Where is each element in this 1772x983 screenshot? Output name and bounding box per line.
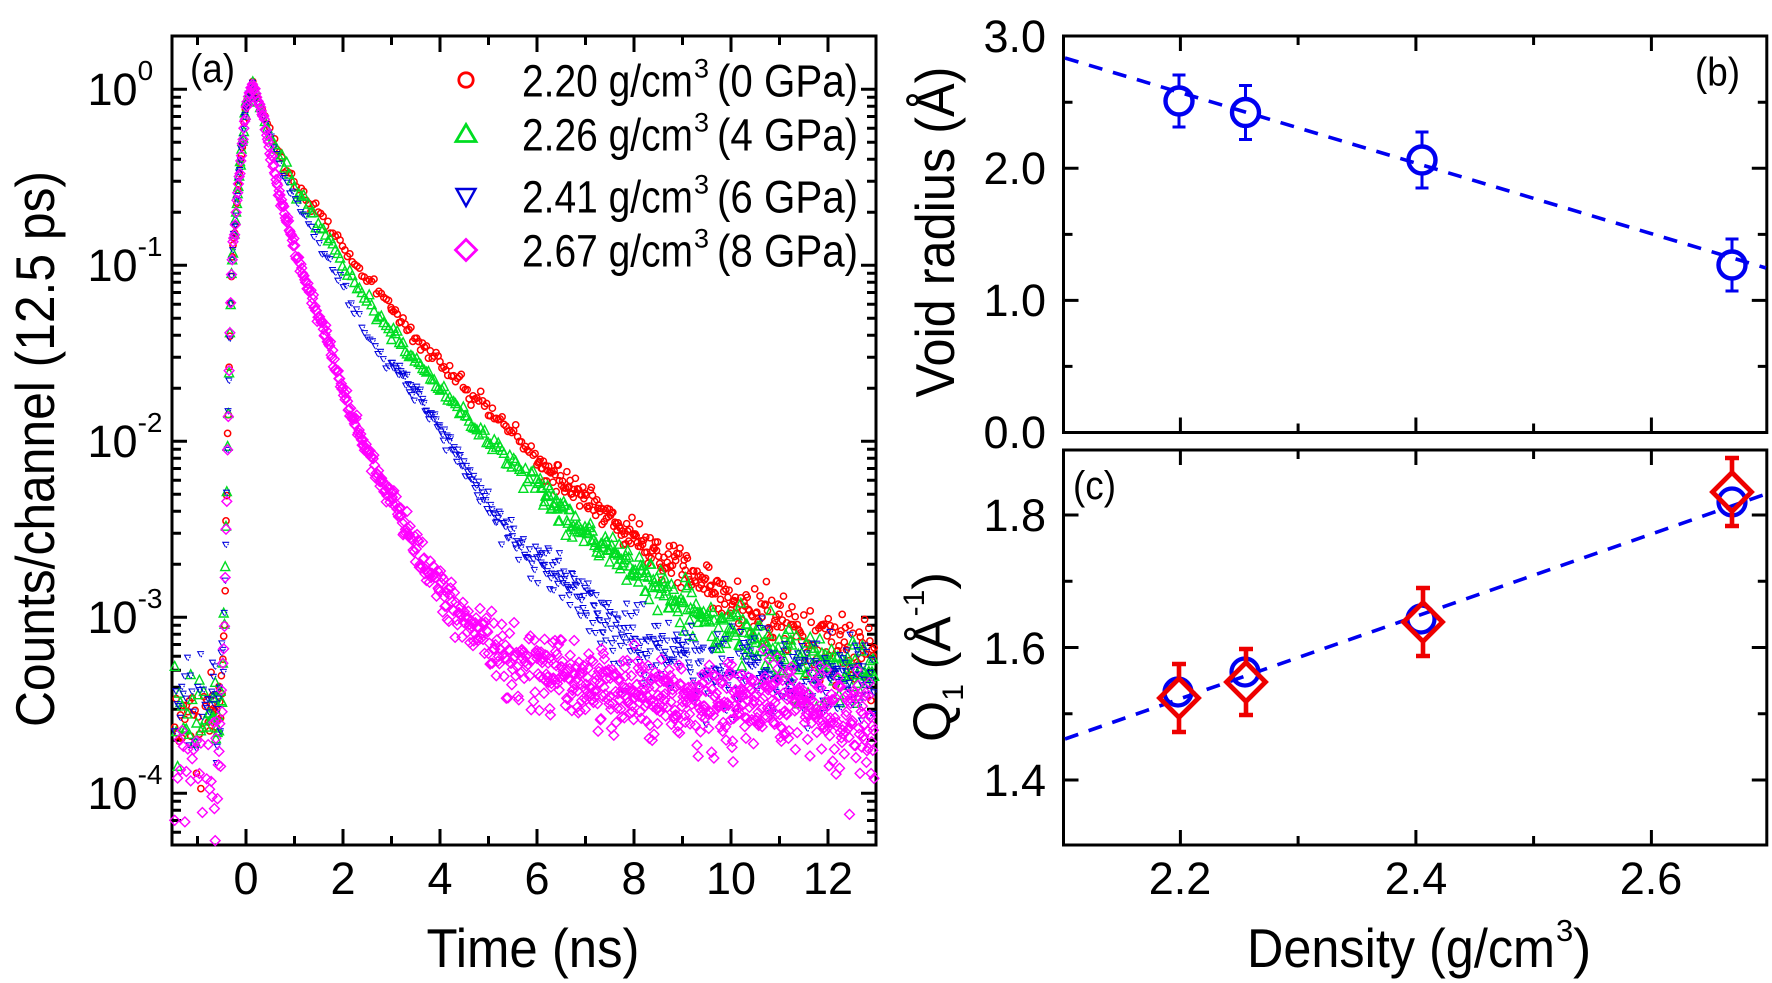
svg-text:Void radius (Å): Void radius (Å) [904,67,966,398]
svg-text:3: 3 [1556,913,1573,948]
svg-text:(a): (a) [190,47,235,91]
svg-text:1.6: 1.6 [983,623,1046,674]
svg-text:2.2: 2.2 [1149,853,1212,904]
svg-text:0: 0 [233,853,258,904]
svg-text:6: 6 [524,853,549,904]
svg-text:12: 12 [803,853,853,904]
svg-text:2.26 g/cm: 2.26 g/cm [522,109,693,160]
svg-text:4: 4 [427,853,452,904]
svg-text:8: 8 [621,853,646,904]
svg-text:): ) [1573,917,1591,979]
svg-text:3: 3 [694,169,709,199]
svg-text:2.41 g/cm: 2.41 g/cm [522,171,693,222]
svg-text:Density (g/cm: Density (g/cm [1247,917,1555,979]
svg-text:(0 GPa): (0 GPa) [717,55,858,106]
svg-text:2.20 g/cm: 2.20 g/cm [522,55,693,106]
svg-text:Time (ns): Time (ns) [427,917,640,979]
svg-text:(6 GPa): (6 GPa) [717,171,858,222]
svg-text:10: 10 [706,853,756,904]
svg-text:(b): (b) [1695,51,1740,95]
svg-text:10-3: 10-3 [88,583,163,643]
svg-text:3: 3 [694,223,709,253]
svg-text:3.0: 3.0 [983,11,1046,62]
svg-text:1.0: 1.0 [983,275,1046,326]
svg-text:10-1: 10-1 [88,231,163,291]
svg-text:1.8: 1.8 [983,490,1046,541]
svg-text:(4 GPa): (4 GPa) [717,109,858,160]
svg-text:Counts/channel (12.5 ps): Counts/channel (12.5 ps) [4,171,66,727]
svg-text:(c): (c) [1073,464,1116,508]
svg-text:1.4: 1.4 [983,755,1046,806]
svg-text:2: 2 [330,853,355,904]
svg-text:3: 3 [694,107,709,137]
svg-text:0.0: 0.0 [983,407,1046,458]
svg-text:2.0: 2.0 [983,143,1046,194]
svg-text:2.4: 2.4 [1385,853,1448,904]
svg-text:10-4: 10-4 [88,759,163,819]
svg-text:10-2: 10-2 [88,407,163,467]
svg-text:100: 100 [88,55,154,115]
svg-text:2.6: 2.6 [1620,853,1683,904]
svg-text:3: 3 [694,53,709,83]
svg-text:(8 GPa): (8 GPa) [717,225,858,276]
svg-text:2.67 g/cm: 2.67 g/cm [522,225,693,276]
svg-text:Q1 (Å-1): Q1 (Å-1) [898,572,970,742]
